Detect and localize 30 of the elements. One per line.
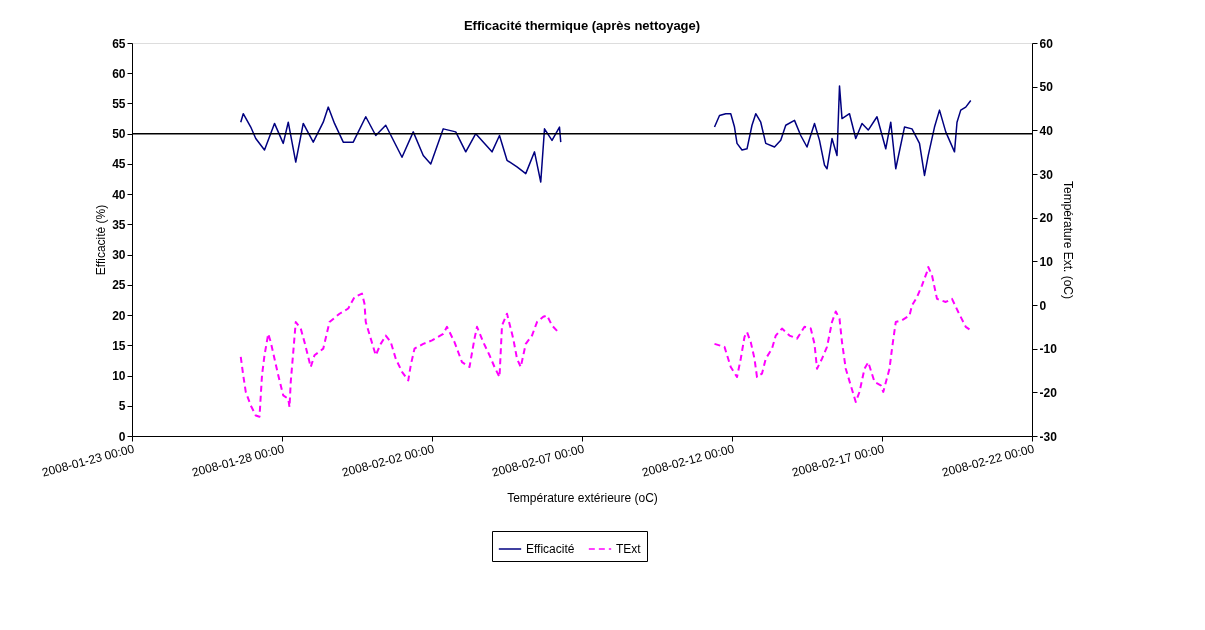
x-axis-title: Température extérieure (oC) (507, 490, 658, 505)
legend-label: Efficacité (526, 542, 575, 556)
y-tick-label: 25 (112, 278, 126, 293)
y2-tick-label: 30 (1039, 167, 1054, 182)
y2-tick-label: -20 (1039, 385, 1058, 400)
y-tick-label: 0 (118, 429, 126, 444)
y-tick-label: 35 (112, 217, 126, 232)
y-tick-label: 15 (112, 338, 126, 353)
y-tick-label: 5 (118, 399, 126, 414)
y-tick-label: 60 (112, 66, 126, 81)
y2-tick-label: 10 (1039, 254, 1054, 269)
y2-tick-label: 20 (1039, 211, 1054, 226)
y2-tick-label: 0 (1039, 298, 1047, 313)
y-tick-label: 65 (112, 36, 126, 51)
y2-tick-label: 60 (1039, 36, 1054, 51)
y2-tick-label: -10 (1039, 342, 1058, 357)
y-tick-label: 50 (112, 127, 126, 142)
y-tick-label: 45 (112, 157, 126, 172)
y2-tick-label: 40 (1039, 123, 1054, 138)
y2-axis-title: Température Ext. (oC) (1060, 180, 1075, 300)
y-axis-title: Efficacité (%) (94, 204, 109, 276)
chart-title: Efficacité thermique (après nettoyage) (463, 18, 701, 33)
y2-tick-label: -30 (1039, 429, 1058, 444)
y2-tick-label: 50 (1039, 80, 1054, 95)
y-tick-label: 30 (112, 248, 126, 263)
legend-label: TExt (616, 542, 642, 556)
y-tick-label: 20 (112, 308, 126, 323)
y-tick-label: 55 (112, 96, 126, 111)
y-tick-label: 10 (112, 369, 126, 384)
y-tick-label: 40 (112, 187, 126, 202)
